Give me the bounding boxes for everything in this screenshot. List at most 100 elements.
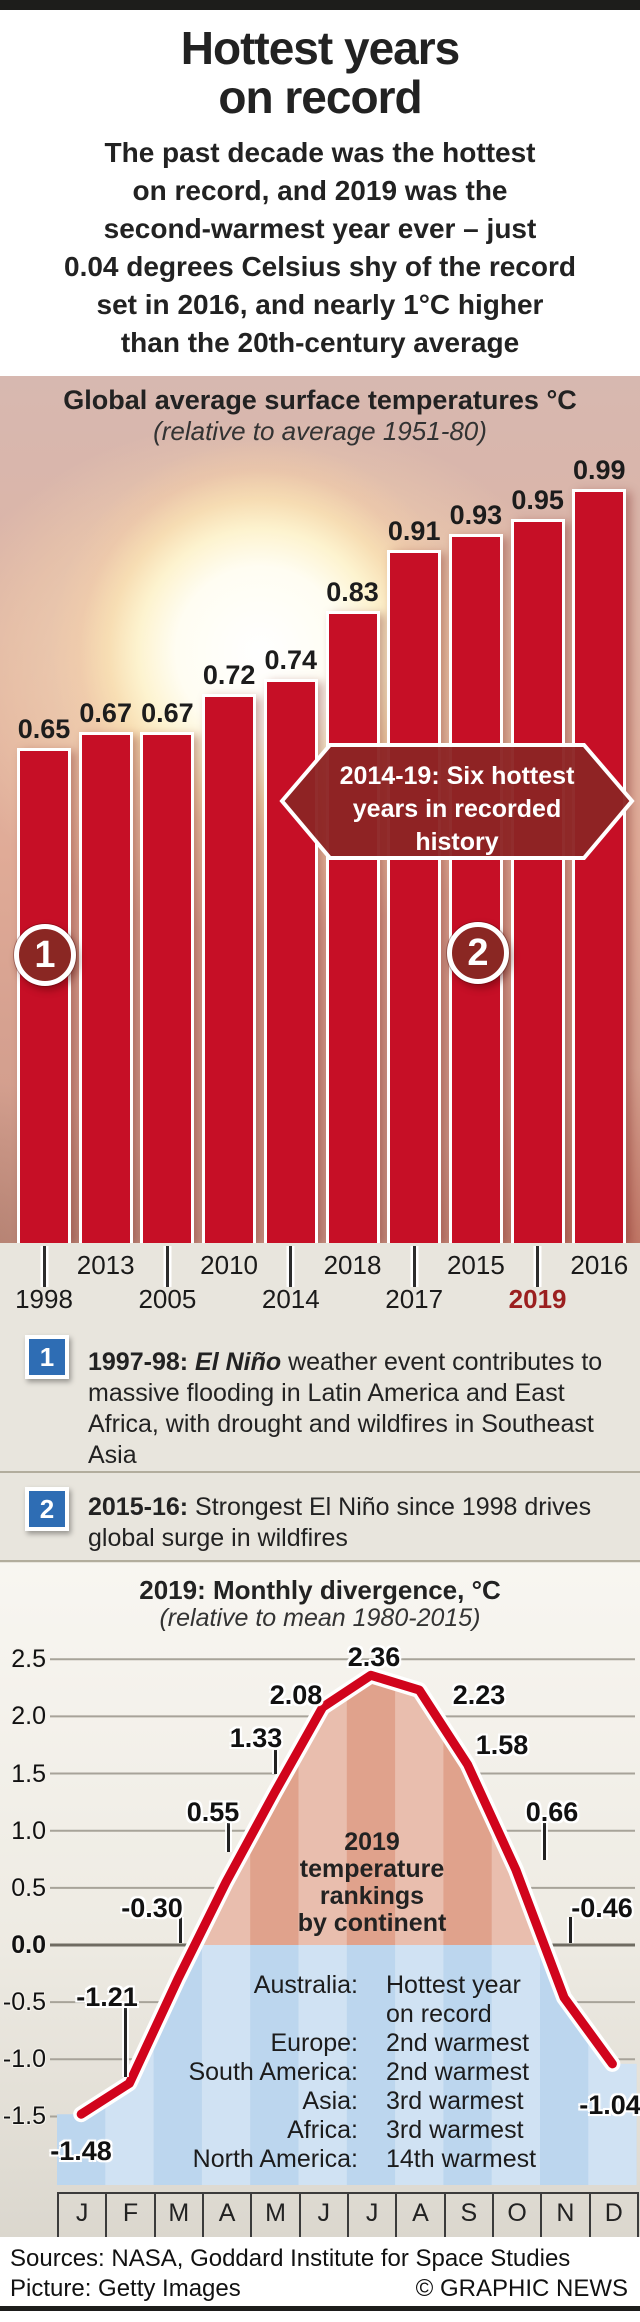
intro-line: second-warmest year ever – just <box>103 213 537 244</box>
ranking-label: North America: <box>192 2145 358 2173</box>
top-black-bar <box>0 0 640 10</box>
data-label-M2: -0.30 <box>121 1893 183 1923</box>
continent-annotation: 2019 temperature rankings by continent <box>240 1829 504 1937</box>
bar-value-label: 0.83 <box>326 577 379 607</box>
year-label: 2010 <box>200 1250 259 1280</box>
year-label: 1998 <box>15 1284 73 1314</box>
data-label-J0: -1.48 <box>50 2136 112 2166</box>
y-tick-label: 0.5 <box>11 1873 46 1902</box>
annotation-line: by continent <box>297 1909 447 1937</box>
y-tick-label: -0.5 <box>2 1988 46 2017</box>
divider <box>0 1471 640 1473</box>
label-connector-tick <box>274 1750 277 1774</box>
ranking-label: South America: <box>188 2058 358 2086</box>
data-label-N10: -0.46 <box>571 1893 633 1923</box>
data-label-S8: 1.58 <box>475 1730 529 1760</box>
page-title: Hottest years on record <box>0 24 640 122</box>
callout-line: years in recorded <box>352 795 562 823</box>
bottom-black-bar <box>0 2306 640 2311</box>
marker-1-badge: 1 <box>14 924 76 986</box>
ranking-label: Africa: <box>287 2116 358 2144</box>
note-1-text: 1997-98: El Niño weather event contribut… <box>88 1347 628 1471</box>
chart2-subtitle: (relative to mean 1980-2015) <box>159 1604 481 1632</box>
axis-tick <box>412 1246 416 1287</box>
bar-chart-section: Global average surface temperatures °C (… <box>0 376 640 1243</box>
copyright: © GRAPHIC NEWS <box>415 2275 628 2302</box>
y-tick-label: -1.0 <box>2 2045 46 2074</box>
chart2-title: 2019: Monthly divergence, °C <box>139 1575 501 1605</box>
intro-line: set in 2016, and nearly 1°C higher <box>96 289 544 320</box>
ranking-value: 3rd warmest <box>386 2116 524 2144</box>
data-label-O9: 0.66 <box>525 1797 579 1827</box>
month-label-M: M <box>250 2194 298 2237</box>
chart1-subtitle: (relative to average 1951-80) <box>153 416 487 446</box>
sources-text: Sources: NASA, Goddard Institute for Spa… <box>10 2245 571 2272</box>
bar-value-label: 0.93 <box>449 500 503 530</box>
bar-2017 <box>387 550 442 1243</box>
continent-ranking-values: Hottest year on record 2nd warmest 2nd warm… <box>386 1971 636 2174</box>
month-label-N: N <box>540 2194 588 2237</box>
bar-value-label: 0.67 <box>141 698 194 728</box>
month-label-A: A <box>201 2194 250 2237</box>
footer: Sources: NASA, Goddard Institute for Spa… <box>0 2237 640 2322</box>
bar-value-label: 0.67 <box>79 698 132 728</box>
bar-2005 <box>140 732 195 1243</box>
note-2-badge: 2 <box>25 1487 69 1531</box>
bar-value-label: 0.74 <box>264 645 318 675</box>
bar-1998 <box>17 748 71 1243</box>
ranking-value: 2nd warmest <box>386 2029 530 2057</box>
marker-1-number: 1 <box>34 934 56 976</box>
continent-ranking-labels: Australia: Europe: South America: Asia: Afr… <box>60 1971 358 2174</box>
note-1-date: 1997-98: <box>88 1348 189 1376</box>
data-label-D11: -1.04 <box>579 2090 640 2120</box>
y-tick-label: 1.0 <box>11 1816 46 1845</box>
data-label-F1: -1.21 <box>76 1982 138 2012</box>
month-label-D: D <box>588 2194 639 2237</box>
data-label-A3: 0.55 <box>186 1797 240 1827</box>
year-label: 2016 <box>570 1250 629 1280</box>
ranking-value: Hottest year <box>386 1971 521 1999</box>
divider <box>0 1560 640 1562</box>
note-1-badge: 1 <box>25 1335 69 1379</box>
intro-line: 0.04 degrees Celsius shy of the record <box>64 251 576 282</box>
note-2-date: 2015-16: <box>88 1493 189 1521</box>
marker-2-number: 2 <box>467 932 489 974</box>
line-chart-section: 2019: Monthly divergence, °C (relative t… <box>0 1563 640 2237</box>
y-tick-label: 1.5 <box>11 1759 46 1788</box>
data-label-J5: 2.08 <box>269 1680 323 1710</box>
year-label: 2018 <box>323 1250 382 1280</box>
callout-text: 2014-19: Six hottest years in recorded h… <box>300 760 614 859</box>
ranking-value: on record <box>386 2000 492 2028</box>
bar-2018 <box>325 611 380 1243</box>
bar-2016 <box>572 489 627 1243</box>
ranking-value: 2nd warmest <box>386 2058 530 2086</box>
data-label-M4: 1.33 <box>229 1723 283 1753</box>
y-tick-label: 2.0 <box>11 1702 46 1731</box>
note-2-number: 2 <box>39 1494 55 1524</box>
bar-2019 <box>510 519 565 1243</box>
bar-value-label: 0.72 <box>202 660 256 690</box>
ranking-value: 3rd warmest <box>386 2087 524 2115</box>
bar-value-label: 0.95 <box>511 485 564 515</box>
axis-tick <box>165 1246 169 1287</box>
chart1-title: Global average surface temperatures °C <box>63 385 577 415</box>
label-connector-tick <box>569 1917 572 1943</box>
axis-tick <box>536 1246 540 1287</box>
annotation-line: 2019 <box>344 1828 400 1856</box>
year-label: 2017 <box>385 1284 444 1314</box>
bar-value-label: 0.65 <box>17 714 71 744</box>
year-label: 2013 <box>76 1250 135 1280</box>
ranking-label: Australia: <box>253 1971 358 1999</box>
picture-credit: Picture: Getty Images <box>10 2275 241 2302</box>
month-label-J: J <box>298 2194 347 2237</box>
note-2-text: 2015-16: Strongest El Niño since 1998 dr… <box>88 1492 628 1554</box>
line-chart-plot <box>50 1658 637 2185</box>
bar-2010 <box>202 694 257 1243</box>
bar-value-label: 0.91 <box>387 516 441 546</box>
intro-line: than the 20th-century average <box>120 327 520 358</box>
label-connector-tick <box>179 1917 182 1943</box>
axis-tick <box>289 1246 293 1287</box>
ranking-label: Asia: <box>302 2087 358 2115</box>
callout-hexagon <box>279 743 635 860</box>
